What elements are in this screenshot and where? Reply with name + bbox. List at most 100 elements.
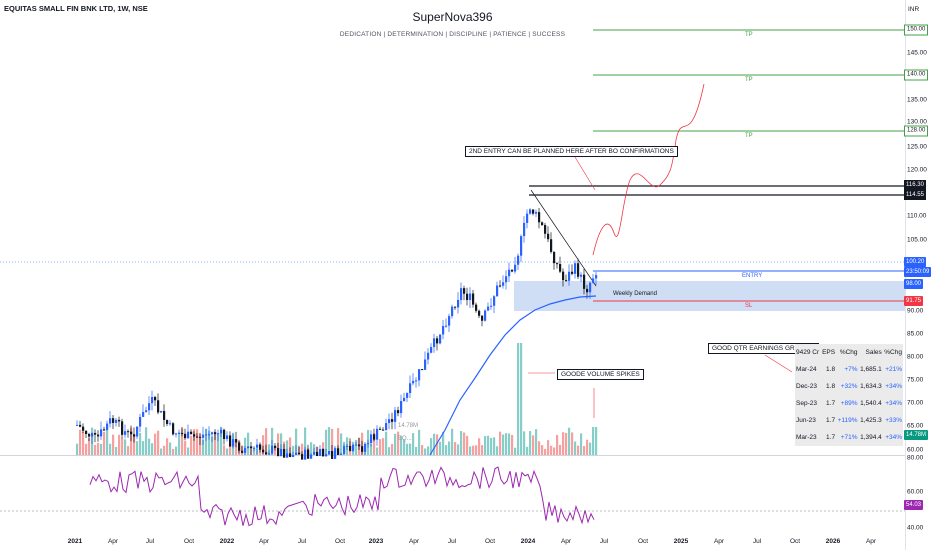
candle-body[interactable]	[124, 431, 127, 435]
candlesticks[interactable]	[76, 207, 598, 460]
candle-body[interactable]	[136, 426, 139, 437]
candle-body[interactable]	[550, 239, 553, 252]
candle-body[interactable]	[187, 431, 190, 439]
candle-body[interactable]	[226, 435, 229, 440]
candle-body[interactable]	[181, 432, 184, 434]
candle-body[interactable]	[310, 454, 313, 459]
candle-body[interactable]	[577, 263, 580, 277]
candle-body[interactable]	[388, 419, 391, 424]
currency-label[interactable]: INR	[908, 6, 920, 13]
candle-body[interactable]	[292, 454, 295, 458]
candle-body[interactable]	[373, 434, 376, 440]
tp1-price-badge[interactable]: 150.00	[904, 24, 929, 36]
candle-body[interactable]	[295, 452, 298, 455]
candle-body[interactable]	[463, 288, 466, 294]
candle-body[interactable]	[367, 443, 370, 445]
candle-body[interactable]	[349, 445, 352, 451]
candle-body[interactable]	[241, 450, 244, 453]
candle-body[interactable]	[427, 352, 430, 360]
candle-body[interactable]	[403, 397, 406, 402]
candle-body[interactable]	[205, 434, 208, 436]
candle-body[interactable]	[199, 436, 202, 438]
candle-body[interactable]	[304, 449, 307, 460]
candle-body[interactable]	[394, 410, 397, 422]
symbol-title[interactable]: EQUITAS SMALL FIN BNK LTD, 1W, NSE	[4, 4, 148, 13]
candle-body[interactable]	[451, 306, 454, 317]
candle-body[interactable]	[385, 423, 388, 431]
candle-body[interactable]	[421, 369, 424, 371]
candle-body[interactable]	[370, 434, 373, 444]
candle-body[interactable]	[364, 443, 367, 452]
candle-body[interactable]	[565, 280, 568, 282]
candle-body[interactable]	[514, 264, 517, 272]
candle-body[interactable]	[331, 451, 334, 459]
candle-body[interactable]	[157, 400, 160, 413]
candle-body[interactable]	[415, 380, 418, 382]
candle-body[interactable]	[586, 288, 589, 293]
sl-price-badge[interactable]: 91.75	[904, 296, 924, 306]
candle-body[interactable]	[217, 433, 220, 435]
candle-body[interactable]	[91, 432, 94, 437]
candle-body[interactable]	[562, 271, 565, 281]
candle-body[interactable]	[76, 424, 79, 426]
candle-body[interactable]	[307, 449, 310, 459]
candle-body[interactable]	[523, 222, 526, 237]
candle-body[interactable]	[391, 419, 394, 422]
candle-body[interactable]	[94, 432, 97, 435]
candle-body[interactable]	[190, 431, 193, 435]
candle-body[interactable]	[409, 383, 412, 394]
candle-body[interactable]	[286, 453, 289, 458]
candle-body[interactable]	[478, 310, 481, 316]
candle-body[interactable]	[172, 423, 175, 435]
candle-body[interactable]	[196, 436, 199, 438]
candle-body[interactable]	[508, 269, 511, 277]
candle-body[interactable]	[232, 439, 235, 447]
candle-body[interactable]	[517, 255, 520, 265]
candle-body[interactable]	[301, 454, 304, 460]
candle-body[interactable]	[328, 451, 331, 455]
price-chart[interactable]	[0, 0, 905, 550]
candle-body[interactable]	[418, 369, 421, 381]
candle-body[interactable]	[115, 419, 118, 423]
candle-body[interactable]	[346, 445, 349, 447]
candle-body[interactable]	[520, 236, 523, 256]
candle-body[interactable]	[112, 418, 115, 423]
candle-body[interactable]	[424, 359, 427, 370]
candle-body[interactable]	[85, 430, 88, 434]
candle-body[interactable]	[265, 452, 268, 455]
tp2-price-badge[interactable]: 140.00	[904, 69, 929, 81]
candle-body[interactable]	[583, 274, 586, 289]
candle-body[interactable]	[121, 421, 124, 435]
candle-body[interactable]	[238, 442, 241, 451]
candle-body[interactable]	[361, 446, 364, 452]
candle-body[interactable]	[568, 271, 571, 281]
candle-body[interactable]	[547, 233, 550, 240]
candle-body[interactable]	[88, 433, 91, 437]
rsi-line[interactable]	[89, 466, 595, 527]
candle-body[interactable]	[358, 444, 361, 447]
candle-body[interactable]	[97, 434, 100, 437]
candle-body[interactable]	[244, 448, 247, 453]
candle-body[interactable]	[397, 410, 400, 414]
candle-body[interactable]	[469, 293, 472, 301]
candle-body[interactable]	[589, 282, 592, 293]
candle-body[interactable]	[277, 447, 280, 457]
candle-body[interactable]	[229, 435, 232, 447]
candle-body[interactable]	[235, 439, 238, 443]
candle-body[interactable]	[334, 448, 337, 459]
candle-body[interactable]	[502, 282, 505, 286]
candle-body[interactable]	[406, 393, 409, 398]
candle-body[interactable]	[280, 448, 283, 457]
candle-body[interactable]	[496, 285, 499, 297]
candle-body[interactable]	[460, 288, 463, 300]
candle-body[interactable]	[448, 316, 451, 326]
candle-body[interactable]	[151, 397, 154, 404]
candle-body[interactable]	[319, 449, 322, 457]
candle-body[interactable]	[442, 326, 445, 335]
candle-body[interactable]	[538, 212, 541, 223]
candle-body[interactable]	[541, 222, 544, 226]
candle-body[interactable]	[163, 411, 166, 420]
candle-body[interactable]	[154, 397, 157, 401]
weekly-demand-zone[interactable]	[514, 281, 905, 311]
candle-body[interactable]	[322, 449, 325, 457]
